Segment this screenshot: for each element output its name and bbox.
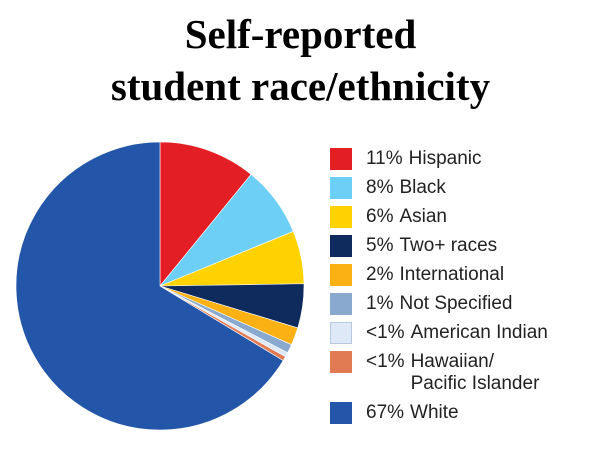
legend-value: 6% (366, 206, 394, 227)
legend-swatch (330, 402, 352, 424)
legend-label: White (410, 402, 459, 423)
legend-value: 5% (366, 235, 394, 256)
legend-label: Asian (399, 206, 447, 227)
legend-item: 2% International (330, 264, 548, 286)
legend-item: 5% Two+ races (330, 235, 548, 257)
legend-swatch (330, 351, 352, 373)
legend-label: Black (399, 177, 446, 198)
pie (15, 141, 305, 431)
legend-swatch (330, 322, 352, 344)
legend-label: International (399, 264, 505, 285)
legend-item: 11% Hispanic (330, 148, 548, 170)
legend-swatch (330, 177, 352, 199)
legend-value: <1% (366, 351, 405, 372)
legend-value: 1% (366, 293, 394, 314)
pie-slice (159, 141, 252, 287)
legend-label: Two+ races (399, 235, 498, 256)
legend-swatch (330, 206, 352, 228)
legend-label: Not Specified (399, 293, 513, 314)
legend-swatch (330, 264, 352, 286)
legend-swatch (330, 235, 352, 257)
legend-value: 8% (366, 177, 394, 198)
legend-label: American Indian (410, 322, 548, 343)
legend-swatch (330, 293, 352, 315)
legend-value: 2% (366, 264, 394, 285)
legend-item: 1% Not Specified (330, 293, 548, 315)
legend-value: <1% (366, 322, 405, 343)
legend-label: Hawaiian/ Pacific Islander (410, 351, 540, 394)
legend-item: <1% American Indian (330, 322, 548, 344)
legend: 11% Hispanic 8% Black 6% Asian 5% Two+ races 2% I… (330, 148, 548, 431)
legend-swatch (330, 148, 352, 170)
legend-item: 67% White (330, 402, 548, 424)
legend-item: 6% Asian (330, 206, 548, 228)
legend-value: 67% (366, 402, 405, 423)
chart-title: Self-reported student race/ethnicity (110, 11, 491, 109)
legend-item: <1% Hawaiian/ Pacific Islander (330, 351, 548, 395)
legend-value: 11% (366, 148, 403, 169)
pie-slice (15, 141, 284, 431)
legend-label: Hispanic (408, 148, 482, 169)
legend-item: 8% Black (330, 177, 548, 199)
